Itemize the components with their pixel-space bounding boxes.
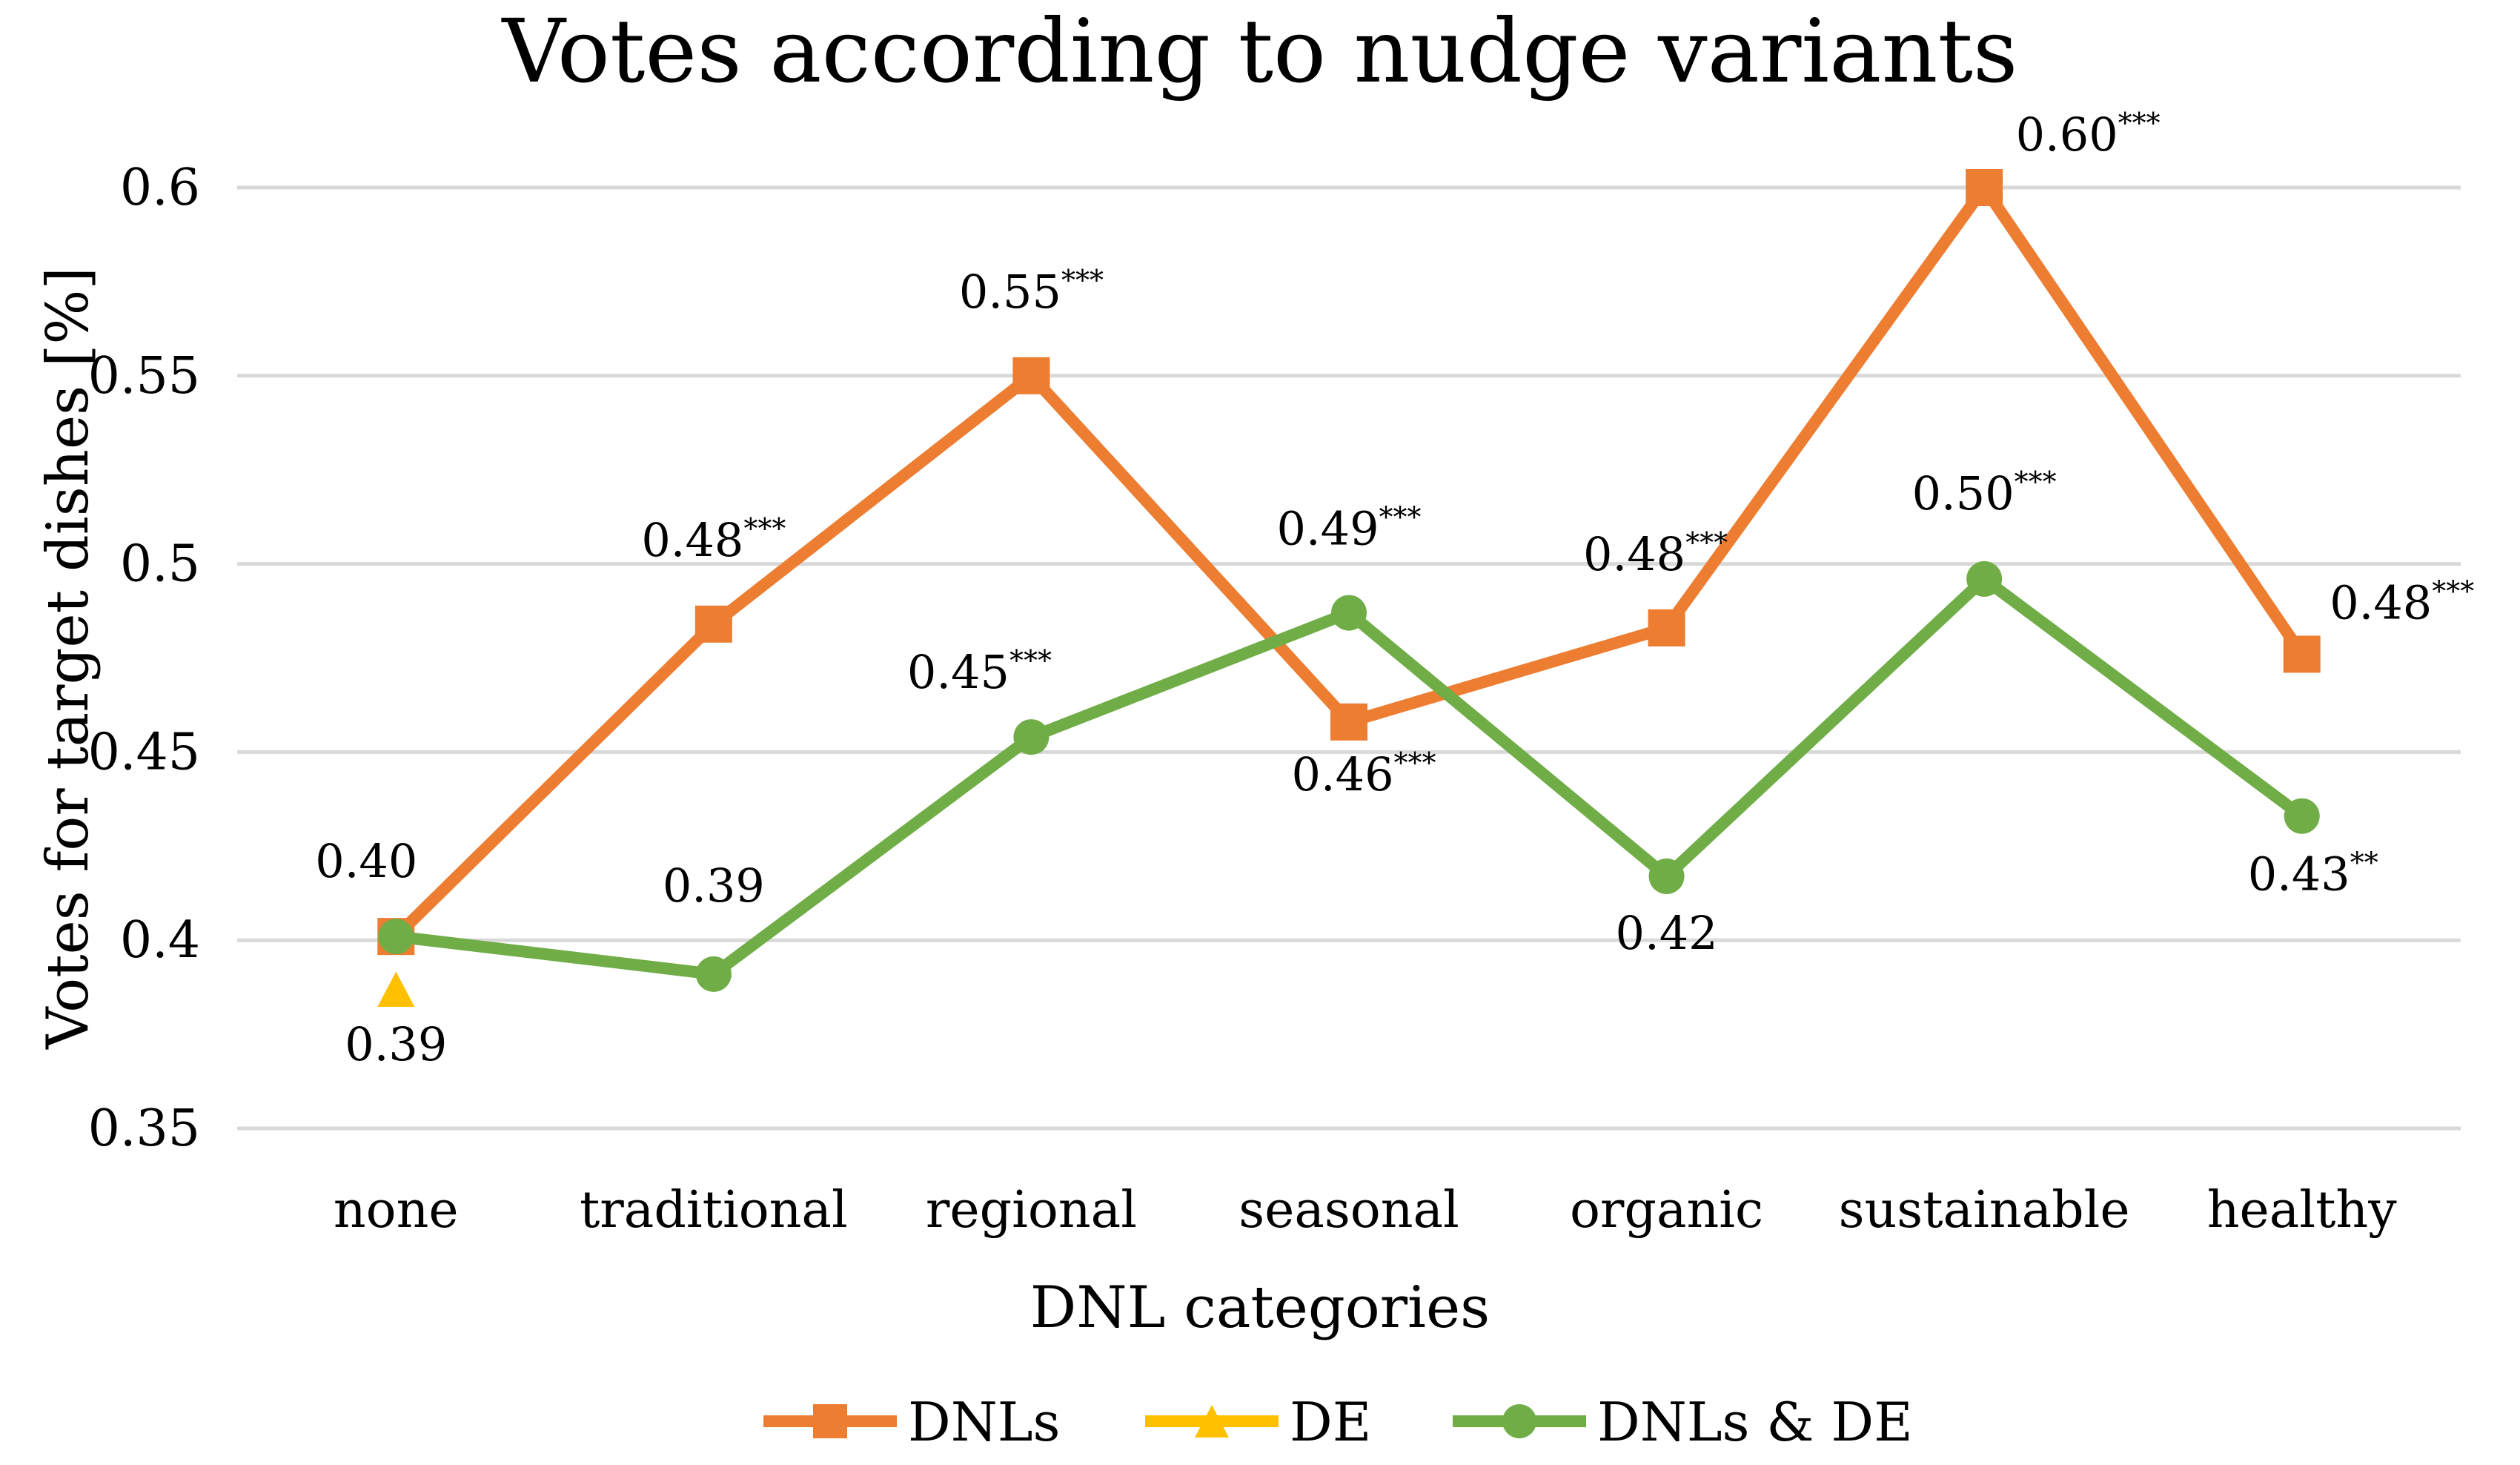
data-point-square [694, 605, 732, 643]
data-point-circle [1648, 858, 1685, 894]
data-point-square [1966, 169, 2003, 206]
legend-item: DNLs & DE [1453, 1391, 1913, 1453]
data-point-triangle [1195, 1405, 1229, 1438]
data-label: 0.49*** [1276, 501, 1421, 556]
data-point-circle [1331, 595, 1367, 631]
data-label: 0.46*** [1291, 747, 1436, 801]
data-point-triangle [377, 971, 415, 1007]
data-point-circle [1966, 560, 2003, 597]
data-point-circle [695, 956, 732, 992]
data-point-square [1648, 609, 1685, 646]
x-tick-label: seasonal [1239, 1181, 1459, 1240]
y-tick-label: 0.35 [88, 1099, 200, 1158]
y-axis-ticks: 0.35 0.4 0.45 0.5 0.55 0.6 [88, 159, 200, 1158]
data-labels: 0.40 0.48*** 0.55*** 0.46*** 0.48*** 0.60*** 0… [315, 107, 2474, 1071]
y-axis-title: Votes for target dishes [%] [35, 267, 102, 1050]
y-tick-label: 0.4 [120, 911, 200, 970]
data-point-circle [2284, 798, 2320, 834]
x-tick-label: organic [1570, 1181, 1763, 1240]
data-label: 0.55*** [959, 264, 1104, 319]
data-label: 0.43** [2248, 847, 2378, 902]
data-label: 0.39 [345, 1017, 447, 1071]
y-tick-label: 0.5 [120, 535, 200, 594]
data-label: 0.50*** [1912, 466, 2057, 520]
data-point-square [1012, 357, 1050, 394]
gridlines [237, 185, 2461, 1131]
legend-label: DNLs & DE [1597, 1391, 1913, 1453]
x-tick-label: sustainable [1839, 1181, 2130, 1240]
series [377, 169, 2321, 1007]
data-point-square [1330, 703, 1367, 741]
legend-label: DNLs [908, 1391, 1061, 1453]
x-tick-label: traditional [580, 1181, 848, 1240]
x-tick-label: regional [926, 1181, 1137, 1240]
legend-label: DE [1290, 1391, 1371, 1453]
legend-item: DNLs [763, 1391, 1061, 1453]
y-tick-label: 0.55 [88, 347, 200, 406]
data-label: 0.60*** [2016, 107, 2161, 162]
data-point-circle [1013, 719, 1050, 755]
y-tick-label: 0.6 [120, 159, 200, 217]
data-label: 0.48*** [2330, 575, 2474, 629]
legend: DNLs DE DNLs & DE [763, 1391, 1913, 1453]
data-label: 0.39 [663, 859, 765, 913]
x-tick-label: healthy [2207, 1181, 2397, 1240]
data-label: 0.45*** [907, 644, 1052, 699]
data-label: 0.48*** [1583, 526, 1728, 581]
x-axis-title: DNL categories [1030, 1274, 1490, 1341]
data-label: 0.48*** [641, 512, 786, 567]
x-tick-label: none [334, 1181, 459, 1240]
data-label: 0.42 [1616, 906, 1718, 960]
chart-title: Votes according to nudge variants [501, 0, 2018, 102]
series-dnls [377, 169, 2321, 956]
data-label: 0.40 [315, 834, 417, 888]
series-de [377, 971, 415, 1007]
data-point-square [813, 1404, 847, 1438]
data-point-square [2283, 635, 2321, 673]
series-dnls-de [378, 560, 2320, 992]
x-axis-ticks: none traditional regional seasonal organic su… [334, 1181, 2397, 1240]
data-point-circle [1502, 1404, 1536, 1438]
legend-item: DE [1145, 1391, 1371, 1453]
y-tick-label: 0.45 [88, 723, 200, 781]
data-point-circle [378, 919, 414, 955]
